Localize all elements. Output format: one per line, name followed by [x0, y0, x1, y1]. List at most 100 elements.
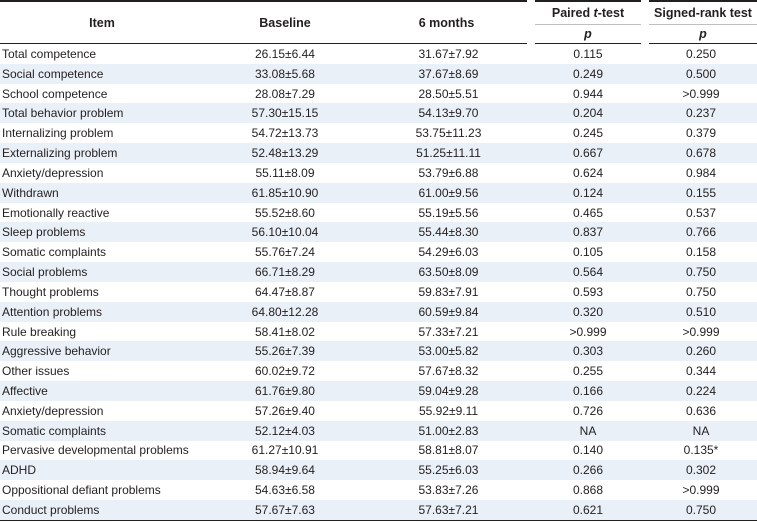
- table-row: Oppositional defiant problems 54.63±6.58 5…: [0, 480, 757, 500]
- table-body: Total competence 26.15±6.44 31.67±7.92 0.11…: [0, 44, 757, 521]
- cell-paired-p: 0.266: [531, 460, 645, 481]
- column-header-six-months: 6 months: [366, 1, 531, 44]
- table-row: Thought problems 64.47±8.87 59.83±7.91 0.59…: [0, 282, 757, 302]
- cell-signed-p: 0.750: [685, 284, 717, 299]
- cell-paired-p: 0.204: [531, 103, 645, 124]
- cell-paired-p: 0.837: [531, 222, 645, 243]
- table-row: School competence 28.08±7.29 28.50±5.51 0.9…: [0, 84, 757, 104]
- column-subheader-paired-p: p: [527, 24, 645, 44]
- cell-signed-p: >0.999: [682, 86, 720, 101]
- cell-signed-p: 0.766: [645, 222, 757, 243]
- cell-baseline: 56.10±10.04: [204, 222, 366, 243]
- cell-baseline: 58.94±9.64: [204, 460, 366, 481]
- cell-baseline: 58.41±8.02: [255, 324, 315, 339]
- cell-paired-p: 0.124: [531, 182, 645, 203]
- cell-six-months: 59.04±9.28: [366, 381, 531, 401]
- table-header: Item Baseline 6 months Paired t-test Sig…: [0, 1, 757, 44]
- cell-signed-p: 0.379: [685, 126, 717, 141]
- cell-six-months: 55.92±9.11: [418, 403, 479, 418]
- cell-item: Emotionally reactive: [2, 205, 110, 220]
- cell-signed-p: 0.260: [645, 341, 757, 362]
- cell-baseline: 57.30±15.15: [204, 103, 366, 124]
- cell-signed-p: 0.344: [685, 364, 717, 379]
- cell-item: Rule breaking: [2, 324, 77, 339]
- cell-six-months: 51.25±11.11: [366, 143, 531, 163]
- cell-baseline: 66.71±8.29: [204, 262, 366, 282]
- cell-item: Anxiety/depression: [2, 165, 104, 180]
- cell-paired-p: >0.999: [569, 324, 607, 339]
- table-row: Pervasive developmental problems 61.27±10…: [0, 441, 757, 461]
- cell-paired-p: 0.465: [572, 205, 604, 220]
- cell-baseline: 28.08±7.29: [255, 86, 315, 101]
- cell-item: Internalizing problem: [2, 126, 114, 141]
- cell-signed-p: 0.750: [645, 262, 757, 282]
- cell-six-months: 37.67±8.69: [366, 63, 531, 84]
- cell-signed-p: 0.250: [685, 46, 717, 61]
- cell-six-months: 53.75±11.23: [415, 126, 482, 141]
- table-row: Anxiety/depression 55.11±8.09 53.79±6.88 0.…: [0, 163, 757, 183]
- cell-item: Total behavior problem: [0, 103, 204, 124]
- cell-six-months: 53.00±5.82: [366, 341, 531, 362]
- cell-six-months: 59.83±7.91: [418, 284, 479, 299]
- cell-six-months: 28.50±5.51: [418, 86, 479, 101]
- cell-baseline: 57.26±9.40: [255, 403, 315, 418]
- table-row: Total behavior problem 57.30±15.15 54.13±9…: [0, 103, 757, 124]
- cell-signed-p: 0.500: [645, 63, 757, 84]
- cell-baseline: 52.12±4.03: [204, 420, 366, 441]
- cell-paired-p: 0.105: [572, 245, 604, 260]
- cell-baseline: 52.48±13.29: [204, 143, 366, 163]
- cell-item: Other issues: [2, 364, 70, 379]
- cell-signed-p: 0.158: [685, 245, 717, 260]
- cell-signed-p: 0.237: [645, 103, 757, 124]
- cell-paired-p: 0.944: [572, 86, 604, 101]
- column-header-item: Item: [0, 1, 204, 44]
- cell-six-months: 61.00±9.56: [366, 182, 531, 203]
- cell-paired-p: 0.303: [531, 341, 645, 362]
- cell-item: Social problems: [0, 262, 204, 282]
- cell-baseline: 61.27±10.91: [251, 443, 319, 458]
- cell-six-months: 31.67±7.92: [418, 46, 479, 61]
- table-row: Withdrawn 61.85±10.90 61.00±9.56 0.124 0.155: [0, 182, 757, 203]
- cell-item: Conduct problems: [0, 500, 204, 521]
- cell-six-months: 57.63±7.21: [366, 500, 531, 521]
- table-row: Affective 61.76±9.80 59.04±9.28 0.166 0.224: [0, 381, 757, 401]
- cell-signed-p: 0.224: [645, 381, 757, 401]
- cell-paired-p: 0.564: [531, 262, 645, 282]
- cell-baseline: 54.72±13.73: [251, 126, 319, 141]
- cell-paired-p: 0.115: [573, 46, 603, 61]
- cell-paired-p: 0.621: [531, 500, 645, 521]
- cell-paired-p: 0.667: [531, 143, 645, 163]
- cell-six-months: 54.13±9.70: [366, 103, 531, 124]
- cell-item: Anxiety/depression: [2, 403, 104, 418]
- cell-six-months: 55.25±6.03: [366, 460, 531, 481]
- cell-paired-p: 0.868: [572, 483, 604, 498]
- cell-item: School competence: [2, 86, 108, 101]
- cell-six-months: 57.33±7.21: [418, 324, 479, 339]
- table-row: Social problems 66.71±8.29 63.50±8.09 0.564…: [0, 262, 757, 282]
- table-row: ADHD 58.94±9.64 55.25±6.03 0.266 0.302: [0, 460, 757, 481]
- cell-paired-p: 0.726: [572, 403, 604, 418]
- table-row: Externalizing problem 52.48±13.29 51.25±11…: [0, 143, 757, 163]
- cell-item: Affective: [0, 381, 204, 401]
- cell-paired-p: 0.245: [572, 126, 604, 141]
- cell-baseline: 26.15±6.44: [255, 46, 315, 61]
- cell-signed-p: NA: [645, 420, 757, 441]
- cell-paired-p: 0.140: [572, 443, 604, 458]
- cell-signed-p: 0.984: [685, 165, 717, 180]
- table-row: Somatic complaints 55.76±7.24 54.29±6.03 0.…: [0, 242, 757, 262]
- cell-item: Somatic complaints: [2, 245, 107, 260]
- cell-paired-p: NA: [531, 420, 645, 441]
- cell-signed-p: >0.999: [682, 324, 720, 339]
- cell-item: Thought problems: [2, 284, 99, 299]
- cell-baseline: 55.52±8.60: [255, 205, 315, 220]
- cell-item: Withdrawn: [0, 182, 204, 203]
- cell-item: Externalizing problem: [0, 143, 204, 163]
- cell-signed-p: 0.135*: [683, 443, 719, 458]
- cell-paired-p: 0.255: [572, 364, 604, 379]
- cell-six-months: 54.29±6.03: [418, 245, 479, 260]
- table-row: Emotionally reactive 55.52±8.60 55.19±5.56…: [0, 203, 757, 223]
- table-row: Anxiety/depression 57.26±9.40 55.92±9.11 0.…: [0, 401, 757, 421]
- cell-baseline: 64.80±12.28: [204, 301, 366, 322]
- column-header-baseline: Baseline: [204, 1, 366, 44]
